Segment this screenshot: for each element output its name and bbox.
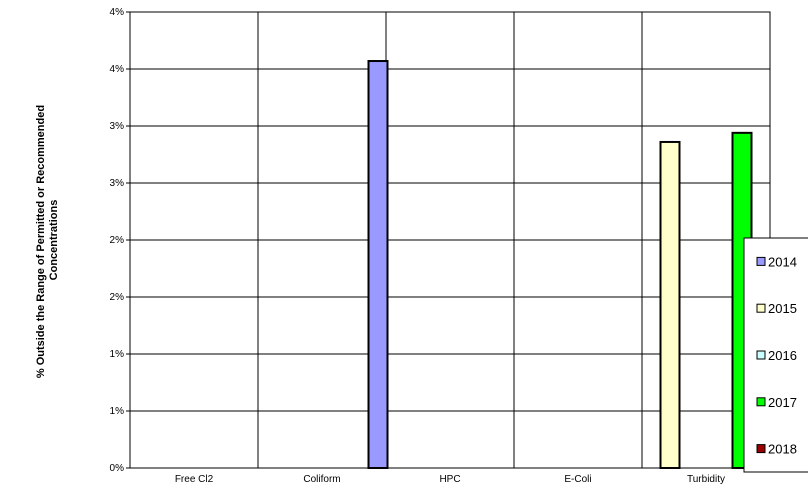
bar-2015 bbox=[659, 140, 681, 470]
legend-label-2015: 2015 bbox=[768, 301, 797, 316]
y-axis-label: % Outside the Range of Permitted or Reco… bbox=[35, 102, 60, 378]
legend-label-2017: 2017 bbox=[768, 395, 797, 410]
legend-label-2016: 2016 bbox=[768, 348, 797, 363]
legend-label-2018: 2018 bbox=[768, 442, 797, 457]
x-axis-tick-labels: Free Cl2 Coliform HPC E-Coli Turbidity bbox=[175, 474, 725, 485]
legend-label-2014: 2014 bbox=[768, 254, 797, 269]
legend-box bbox=[743, 237, 808, 473]
y-tick-label: 3% bbox=[110, 178, 125, 189]
y-tick-label: 4% bbox=[110, 7, 125, 18]
x-tick-label: HPC bbox=[439, 474, 460, 485]
y-axis-label-line-2: Concentrations bbox=[48, 200, 60, 281]
y-tick-label: 1% bbox=[110, 349, 125, 360]
x-tick-label: E-Coli bbox=[564, 474, 591, 485]
legend-swatch-2018 bbox=[756, 444, 766, 454]
y-tick-label: 4% bbox=[110, 64, 125, 75]
y-tick-label: 3% bbox=[110, 121, 125, 132]
x-tick-label: Turbidity bbox=[687, 474, 725, 485]
y-axis-label-line-1: % Outside the Range of Permitted or Reco… bbox=[35, 105, 47, 378]
legend-swatch-2014 bbox=[756, 256, 766, 266]
y-axis-tick-labels: 0% 1% 1% 2% 2% 3% 3% 4% 4% bbox=[110, 7, 125, 474]
legend-swatch-2015 bbox=[756, 303, 766, 313]
y-tick-label: 2% bbox=[110, 292, 125, 303]
y-tick-label: 1% bbox=[110, 406, 125, 417]
x-tick-label: Free Cl2 bbox=[175, 474, 214, 485]
legend-swatch-2017 bbox=[756, 397, 766, 407]
legend-swatch-2016 bbox=[756, 350, 766, 360]
x-tick-label: Coliform bbox=[303, 474, 340, 485]
bar-2014 bbox=[367, 60, 389, 470]
y-tick-label: 0% bbox=[110, 463, 125, 474]
y-tick-label: 2% bbox=[110, 235, 125, 246]
bars bbox=[367, 60, 753, 470]
legend: 2014 2015 2016 2017 2018 bbox=[743, 237, 808, 473]
